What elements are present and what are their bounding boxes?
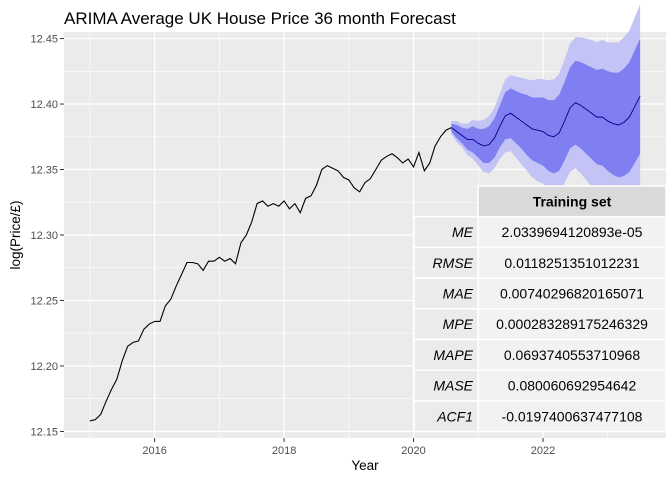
table-value-cell <box>477 369 667 402</box>
table-row-name: MPE <box>443 316 474 332</box>
table-row-value: 2.0339694120893e-05 <box>502 224 643 240</box>
axes: 12.15 12.20 12.25 12.30 12.35 12.40 12.45 2016 2… <box>30 34 555 457</box>
x-axis-label: Year <box>351 458 379 473</box>
table-row-value: -0.0197400637477108 <box>502 408 643 424</box>
y-tick-label: 12.35 <box>30 165 58 177</box>
series-lines <box>89 95 641 422</box>
accuracy-table: Training set ME 2.0339694120893e-05 RMSE 0.0… <box>413 185 667 433</box>
table-value-cell <box>477 215 667 249</box>
y-tick-label: 12.40 <box>30 99 58 111</box>
y-tick-label: 12.45 <box>30 34 58 46</box>
interval-80-band <box>451 38 641 178</box>
table-row-value: 0.00740296820165071 <box>500 285 644 301</box>
history-line <box>89 127 452 422</box>
table-row-value: 0.000283289175246329 <box>496 316 648 332</box>
y-tick-label: 12.30 <box>30 230 58 242</box>
table-row-value: 0.080060692954642 <box>508 378 637 394</box>
y-tick-label: 12.15 <box>30 426 58 438</box>
table-value-cell <box>477 338 667 371</box>
prediction-interval-80 <box>451 38 641 178</box>
chart-title: ARIMA Average UK House Price 36 month Fo… <box>64 9 456 28</box>
table-header-label: Training set <box>533 193 612 209</box>
y-tick-label: 12.25 <box>30 295 58 307</box>
x-tick-label: 2018 <box>272 445 296 457</box>
table-row-name: MASE <box>433 378 473 394</box>
table-header-cell <box>477 185 667 218</box>
y-tick-label: 12.20 <box>30 361 58 373</box>
x-tick-label: 2020 <box>401 445 425 457</box>
table-value-cell <box>477 400 667 433</box>
x-tick-label: 2022 <box>531 445 555 457</box>
table-rowname-cell <box>413 400 479 433</box>
table-row-name: ACF1 <box>436 408 473 424</box>
table-rowname-cell <box>413 338 479 371</box>
y-axis-label: log(Price/£) <box>8 200 23 269</box>
table-value-cell <box>477 308 667 341</box>
table-row-name: ME <box>452 224 474 240</box>
table-rowname-cell <box>413 369 479 402</box>
table-value-cell <box>477 246 667 279</box>
table-rowname-cell <box>413 215 479 249</box>
table-row-name: RMSE <box>433 255 474 271</box>
table-row-value: 0.0693740553710968 <box>504 347 640 363</box>
forecast-mean-line <box>451 95 641 147</box>
table-row-name: MAE <box>443 285 474 301</box>
table-row-value: 0.0118251351012231 <box>504 255 639 271</box>
table-row-name: MAPE <box>433 347 473 363</box>
x-tick-label: 2016 <box>142 445 166 457</box>
